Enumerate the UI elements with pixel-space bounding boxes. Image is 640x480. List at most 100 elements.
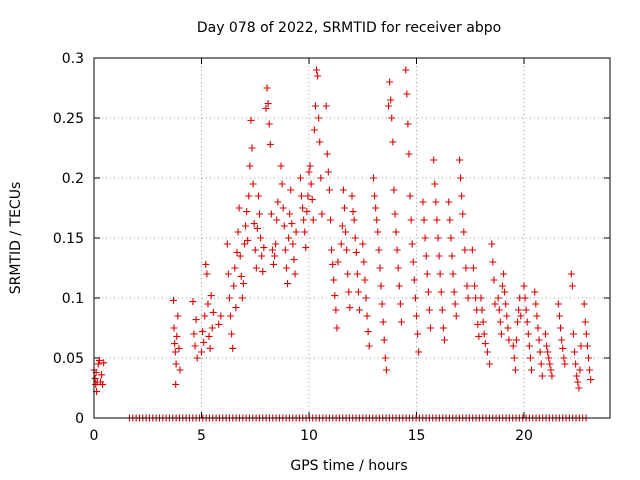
data-point: [349, 208, 357, 216]
data-point: [402, 66, 410, 74]
data-point: [279, 204, 287, 212]
data-point: [528, 366, 536, 374]
data-point: [395, 282, 403, 290]
data-point: [572, 360, 580, 368]
data-point: [510, 354, 518, 362]
data-point: [533, 312, 541, 320]
data-point: [447, 234, 455, 242]
data-point: [538, 372, 546, 380]
data-point: [396, 300, 404, 308]
data-point: [170, 324, 178, 332]
data-point: [474, 320, 482, 328]
data-point: [247, 116, 255, 124]
x-tick-label: 20: [515, 428, 533, 444]
data-point: [176, 366, 184, 374]
data-point: [225, 294, 233, 302]
data-point: [438, 306, 446, 314]
data-point: [353, 270, 361, 278]
data-point: [313, 66, 321, 74]
data-point: [270, 260, 278, 268]
data-point: [310, 126, 318, 134]
data-point: [512, 336, 520, 344]
data-point: [229, 344, 237, 352]
data-point: [254, 192, 262, 200]
data-point: [371, 192, 379, 200]
data-point: [173, 332, 181, 340]
data-point: [337, 240, 345, 248]
data-point: [256, 210, 264, 218]
data-point: [448, 252, 456, 260]
data-point: [411, 294, 419, 302]
data-point: [373, 216, 381, 224]
data-point: [561, 360, 569, 368]
data-point: [344, 270, 352, 278]
data-point: [290, 256, 298, 264]
data-point: [440, 336, 448, 344]
data-point: [522, 306, 530, 314]
data-point: [548, 372, 556, 380]
data-point: [499, 282, 506, 290]
data-point: [262, 104, 270, 112]
data-point: [559, 344, 567, 352]
data-point: [419, 198, 427, 206]
data-point: [272, 240, 280, 248]
data-point: [558, 336, 566, 344]
data-point: [409, 258, 417, 266]
data-point: [99, 380, 107, 388]
data-point: [356, 306, 364, 314]
data-point: [481, 340, 489, 348]
data-point: [253, 224, 261, 232]
data-point: [274, 198, 282, 206]
data-point: [234, 228, 242, 236]
data-point: [580, 300, 588, 308]
data-point: [343, 246, 351, 254]
data-point: [413, 312, 420, 320]
data-point: [382, 366, 390, 374]
data-point: [381, 354, 389, 362]
data-point: [554, 300, 562, 308]
y-tick-label: 0.25: [53, 111, 84, 127]
data-point: [394, 264, 402, 272]
data-point: [292, 228, 300, 236]
data-point: [348, 192, 356, 200]
data-point: [378, 300, 386, 308]
data-point: [202, 260, 210, 268]
data-point: [437, 288, 445, 296]
data-point: [250, 220, 258, 228]
data-point: [463, 282, 471, 290]
data-point: [208, 324, 216, 332]
data-point: [308, 196, 316, 204]
data-point: [585, 354, 592, 362]
data-point: [297, 192, 305, 200]
data-point: [172, 360, 180, 368]
data-point: [282, 264, 290, 272]
data-point: [233, 248, 241, 256]
y-tick-label: 0.1: [62, 291, 84, 307]
y-tick-label: 0.15: [53, 231, 84, 247]
data-point: [328, 246, 336, 254]
data-point: [480, 330, 488, 338]
data-point: [171, 348, 179, 356]
data-point: [387, 96, 395, 104]
data-point: [537, 360, 545, 368]
data-point: [488, 240, 496, 248]
y-tick-label: 0.2: [62, 171, 84, 187]
data-point: [431, 180, 439, 188]
data-point: [303, 208, 311, 216]
data-point: [457, 174, 465, 182]
data-point: [327, 216, 334, 224]
data-point: [332, 306, 340, 314]
x-tick-label: 5: [197, 428, 206, 444]
data-point: [324, 168, 332, 176]
data-point: [171, 340, 179, 348]
data-point: [536, 348, 544, 356]
data-point: [267, 210, 275, 218]
data-point: [241, 240, 248, 248]
data-point: [421, 234, 429, 242]
data-point: [346, 304, 354, 312]
data-point: [439, 324, 447, 332]
data-point: [314, 72, 322, 80]
data-point: [360, 258, 368, 266]
data-point: [235, 204, 243, 212]
x-axis-label: GPS time / hours: [290, 458, 407, 474]
